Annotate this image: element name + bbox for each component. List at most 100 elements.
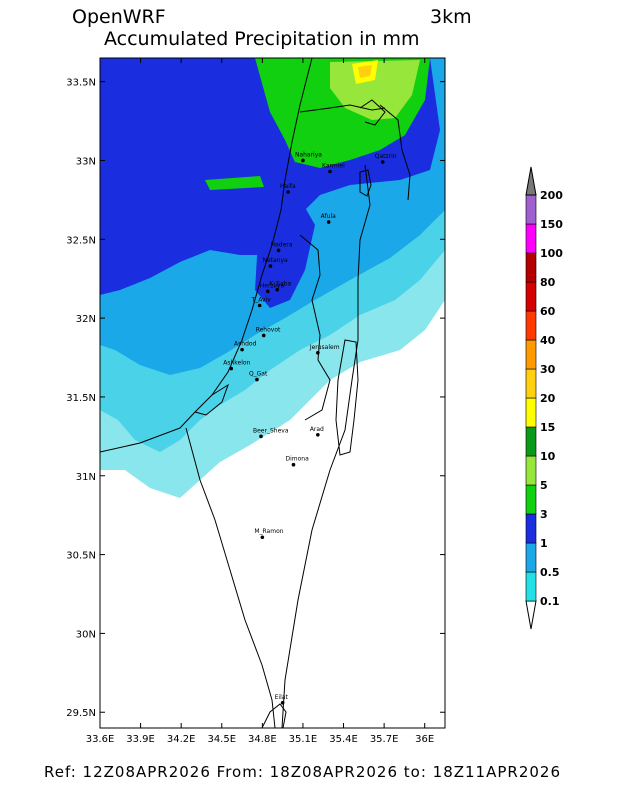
colorbar-label: 200 [540,189,563,202]
lat-tick-label: 31N [76,472,96,483]
city-label: Q_Gat [249,371,268,378]
city-label: Qatzrin [375,153,397,160]
lat-tick-label: 33.5N [66,78,96,89]
geographic-boundaries [99,57,411,729]
plot-frame [99,57,446,729]
colorbar-label: 1 [540,537,548,550]
precip-area-10mm [330,60,420,120]
colorbar-label: 60 [540,305,556,318]
colorbar-label: 20 [540,392,556,405]
sea-of-galilee [359,169,372,197]
city-dot [380,160,385,164]
colorbar-label: 80 [540,276,556,289]
city-dot [280,700,285,705]
colorbar-segment [525,484,537,515]
city-dot [275,287,280,292]
city-label: Nahariya [295,151,322,158]
precipitation-fields [100,58,445,498]
colorbar-segment [525,571,537,602]
colorbar-segment [525,513,537,544]
lat-tick-label: 33N [76,156,96,167]
colorbar-over-triangle [525,166,537,196]
lat-tick-label: 32.5N [66,235,96,246]
lat-tick-label: 29.5N [66,708,96,719]
colorbar-label: 40 [540,334,556,347]
colorbar-segment [525,542,537,573]
city-label: Netanya [262,257,288,264]
colorbar-segment [525,223,537,254]
colorbar-segment [525,194,537,225]
city-label: Karmiel [322,163,345,170]
west-bank-border [299,234,331,421]
colorbar-segment [525,455,537,486]
city-dot [257,303,262,308]
lon-tick-label: 34.8E [248,734,277,745]
city-label: Jerusalem [309,344,340,351]
map-axes: 33.6E 33.9E 34.2E 34.5E 34.8E 35.1E 35.4E 35.7E… [66,58,445,745]
city-label: Haifa [280,183,296,190]
city-label: Herzliya [260,282,285,289]
city-dot [260,535,265,540]
city-label: Arad [310,426,324,433]
city-label: K_Saba [269,281,291,288]
colorbar-label: 5 [540,479,548,492]
precip-area-20mm [358,65,372,78]
city-label: Hadera [271,241,293,248]
lat-tick-label: 30.5N [66,551,96,562]
precip-area-5mm-b [205,176,264,190]
map-title: Accumulated Precipitation in mm [104,28,420,50]
time-range-footer: Ref: 12Z08APR2026 From: 18Z08APR2026 to:… [44,763,562,781]
eilat-gulf [261,703,287,729]
city-label: T_Aviv [251,297,272,304]
city-dot [316,432,320,437]
city-dot [259,434,263,439]
lat-tick-label: 31.5N [66,393,96,404]
city-label: M_Ramon [254,528,283,535]
colorbar-label: 100 [540,247,563,260]
colorbar-segment [525,368,537,399]
city-dot [316,351,320,355]
colorbar: 0.1 0.5 1 3 5 10 15 20 30 40 60 80 100 150 200 [525,166,563,630]
northern-hook [359,99,386,126]
city-dot [265,289,270,294]
lon-tick-label: 35.1E [289,734,318,745]
city-dot [286,190,290,194]
lon-tick-label: 36E [415,734,434,745]
colorbar-segment [525,426,537,457]
city-label: Eilat [275,694,289,701]
precip-area-3mm-b [255,195,315,308]
colorbar-label: 0.1 [540,595,560,608]
city-label: Afula [321,213,336,220]
city-dot [255,377,259,382]
colorbar-label: 0.5 [540,566,560,579]
city-dot [261,333,266,338]
colorbar-under-triangle [525,600,537,630]
city-dot [328,169,332,174]
lon-tick-label: 35.7E [370,734,399,745]
city-dot [326,220,331,224]
colorbar-label: 15 [540,421,555,434]
lon-tick-label: 35.4E [329,734,358,745]
city-label: Dimona [285,456,309,463]
city-dot [301,158,305,163]
lat-tick-label: 30N [76,629,96,640]
lat-tick-label: 32N [76,314,96,325]
colorbar-segment [525,252,537,283]
jordan-border [281,164,371,729]
lebanon-border [299,104,386,113]
colorbar-segment [525,397,537,428]
colorbar-label: 10 [540,450,556,463]
city-dot [291,462,296,467]
lon-tick-label: 34.5E [207,734,236,745]
colorbar-label: 150 [540,218,563,231]
city-dot [229,366,234,371]
egypt-border [185,427,276,729]
colorbar-segment [525,339,537,370]
colorbar-label: 30 [540,363,556,376]
golan-border [379,104,411,201]
city-label: Ashkelon [223,360,250,367]
city-dot [276,248,281,253]
city-label: Rehovot [256,326,281,333]
